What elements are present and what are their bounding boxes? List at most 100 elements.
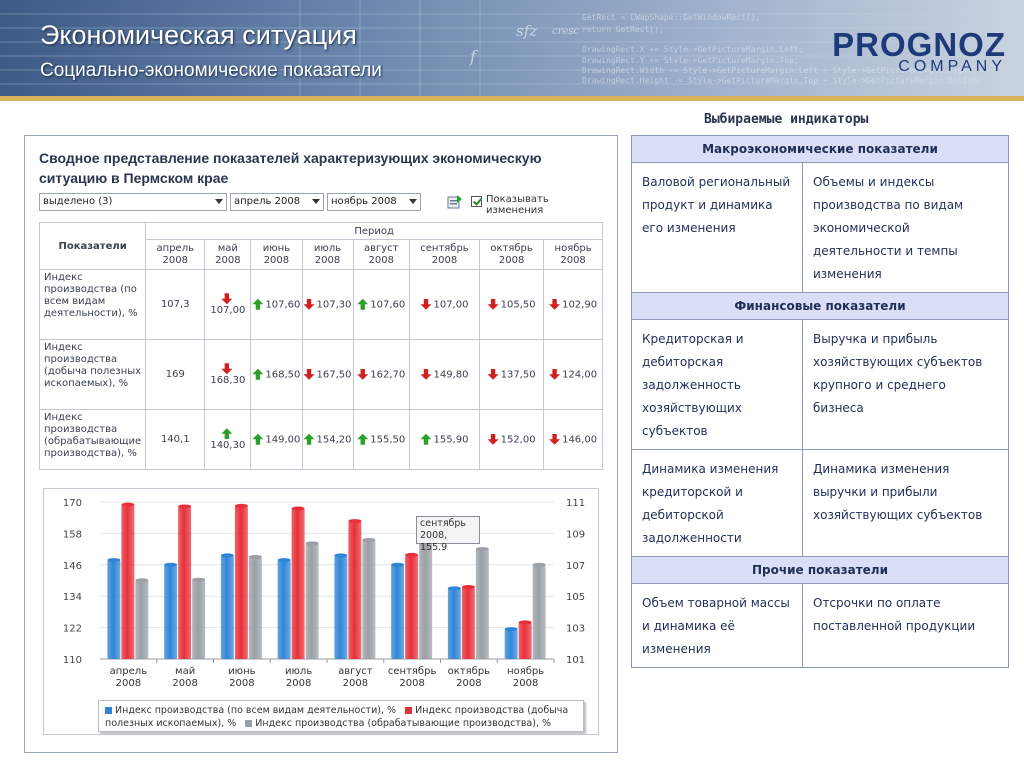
indicator-select[interactable]: выделено (3) [39,193,227,211]
x-tick-label: август [338,666,373,677]
legend-item-all[interactable]: Индекс производства (по всем видам деяте… [105,705,396,716]
indicator-cell[interactable]: Динамика изменения кредиторской и дебито… [631,449,803,557]
month-header: май 2008 [204,239,252,270]
arrow-down-icon [487,433,499,445]
arrow-down-icon [420,368,432,380]
arrow-down-icon [487,298,499,310]
month-header: октябрь 2008 [479,239,545,270]
y-tick-label-left: 134 [63,592,82,603]
value-text: 105,50 [500,299,536,311]
indicator-cell[interactable]: Валовой региональный продукт и динамика … [631,162,803,293]
bar-cap [348,519,362,524]
indicators-header: Показатели [38,222,147,270]
legend-swatch-blue [105,707,112,714]
x-tick-label-year: 2008 [343,678,368,689]
value-text: 155,50 [370,434,406,446]
value-text: 149,80 [433,369,469,381]
bar-all [164,564,178,659]
value-text: 168,30 [210,374,246,386]
legend-item-mining[interactable]: Индекс производства (добыча полезных иск… [105,705,568,729]
y-tick-label-right: 105 [566,592,585,603]
value-text: 154,20 [316,434,352,446]
value-text: 107,3 [160,299,190,310]
indicator-cell[interactable]: Объем товарной массы и динамика её измен… [631,583,803,668]
bar-all [504,629,518,659]
value-text: 152,00 [500,434,536,446]
bar-all [107,560,121,659]
refresh-icon[interactable] [447,194,463,210]
bar-all [277,560,291,659]
x-tick-label: октябрь [448,666,491,677]
value-cell: 154,20 [301,409,354,470]
value-text: 102,90 [562,299,598,311]
prognoz-logo: PROGNOZ COMPANY [772,26,1016,76]
page-subtitle: Социально-экономические показатели [40,60,382,81]
table-row: Индекс производства (по всем видам деяте… [38,269,603,340]
bar-cap [277,558,291,563]
chart-tooltip: сентябрь 2008, 155.9 [416,516,480,553]
bar-mining [518,622,532,659]
period-to-value: ноябрь 2008 [331,196,397,207]
period-header: Период [145,222,603,240]
value-text: 169 [165,369,185,380]
y-tick-label-right: 109 [566,529,585,540]
value-cell: 155,50 [352,409,410,470]
logo-sub-text: COMPANY [898,58,1006,75]
bar-manufacturing [192,579,206,659]
arrow-up-icon [357,433,369,445]
legend-label: Индекс производства (обрабатывающие прои… [255,718,552,729]
value-text: 162,70 [370,369,406,381]
bar-cap [532,562,546,567]
legend-swatch-red [405,707,413,714]
period-to-select[interactable]: ноябрь 2008 [327,193,421,211]
bar-cap [447,586,461,591]
value-text: 124,00 [562,369,598,381]
value-cell: 146,00 [543,409,603,470]
arrow-up-icon [252,433,264,445]
indicator-cell[interactable]: Выручка и прибыль хозяйствующих субъекто… [802,319,1009,450]
filters-bar: выделено (3) апрель 2008 ноябрь 2008 Пок… [39,193,609,216]
bar-cap [291,506,305,511]
value-cell: 107,60 [352,269,410,340]
value-text: 149,00 [265,434,301,446]
indicator-cell[interactable]: Динамика изменения выручки и прибыли хоз… [802,449,1009,557]
value-text: 146,00 [562,434,598,446]
bg-code-line: return GetRect(); [582,25,664,34]
value-cell: 152,00 [479,409,545,470]
legend-item-manufacturing[interactable]: Индекс производства (обрабатывающие прои… [245,718,551,729]
value-cell: 124,00 [543,339,603,410]
arrow-up-icon [252,368,264,380]
bar-cap [220,553,234,558]
x-tick-label: май [175,666,195,677]
indicators-table: Показатели Период апрель 2008 май 2008 июн… [38,222,603,470]
bar-manufacturing [419,538,433,659]
period-from-select[interactable]: апрель 2008 [230,193,324,211]
y-tick-label-right: 107 [566,561,585,572]
x-tick-label: июль [285,666,312,677]
value-cell: 162,70 [352,339,410,410]
chart-legend: Индекс производства (по всем видам деяте… [98,700,584,732]
bar-all [334,555,348,659]
bar-manufacturing [248,556,262,659]
selectable-indicators-table: Макроэкономические показатели Валовой ре… [631,135,1009,668]
indicator-cell[interactable]: Кредиторская и дебиторская задолженность… [631,319,803,450]
bar-manufacturing [362,539,376,659]
value-text: 107,30 [316,299,352,311]
arrow-down-icon [303,368,315,380]
indicator-cell[interactable]: Объемы и индексы производства по видам э… [802,162,1009,293]
indicator-cell[interactable]: Отсрочки по оплате поставленной продукци… [802,583,1009,668]
value-text: 107,00 [210,304,246,316]
bar-manufacturing [305,543,319,659]
bar-manufacturing [475,549,489,659]
arrow-up-icon [221,428,233,440]
bg-code-line: DrawingRect.Height -= Style->GetPictureM… [582,76,982,85]
x-tick-label-year: 2008 [229,678,254,689]
bar-cap [178,504,192,509]
value-cell: 140,1 [145,409,206,470]
bar-cap [107,558,121,563]
bar-all [447,588,461,659]
show-changes-checkbox[interactable] [471,196,482,207]
value-cell: 140,30 [204,409,252,470]
logo-main-text: PROGNOZ [832,26,1006,63]
x-tick-label-year: 2008 [116,678,141,689]
